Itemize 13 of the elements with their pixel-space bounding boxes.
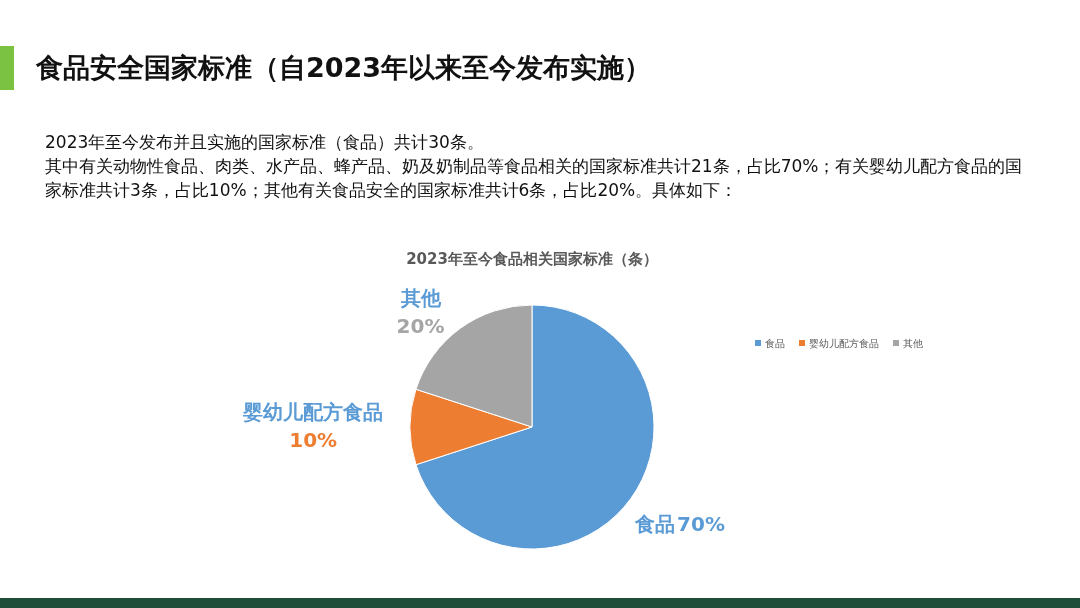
legend-label: 食品	[765, 338, 785, 349]
data-label: 10%	[289, 428, 338, 452]
legend-label: 其他	[903, 338, 923, 349]
chart-title: 2023年至今食品相关国家标准（条）	[406, 250, 658, 268]
text: 其中有关动物性食品、肉类、水产品、蜂产品、奶及奶制品等食品相关的国家标准共计21条，占比70%；有关婴幼儿配方食品的国家标准共计3条，占比10%；其他有关食品安全的国家标准共计6条，占比20%。具体如下：	[45, 155, 1024, 202]
text: 2023年至今发布并且实施的国家标准（食品）共计30条。	[45, 131, 485, 154]
data-label: 70%	[677, 511, 725, 536]
data-label: 20%	[396, 314, 445, 339]
slice-label: 食品	[634, 511, 676, 536]
slice-label: 婴幼儿配方食品	[242, 400, 384, 424]
slice-label: 其他	[399, 286, 442, 311]
legend-label: 婴幼儿配方食品	[809, 338, 879, 349]
text: 食品安全国家标准（自2023年以来至今发布实施）	[36, 51, 652, 85]
